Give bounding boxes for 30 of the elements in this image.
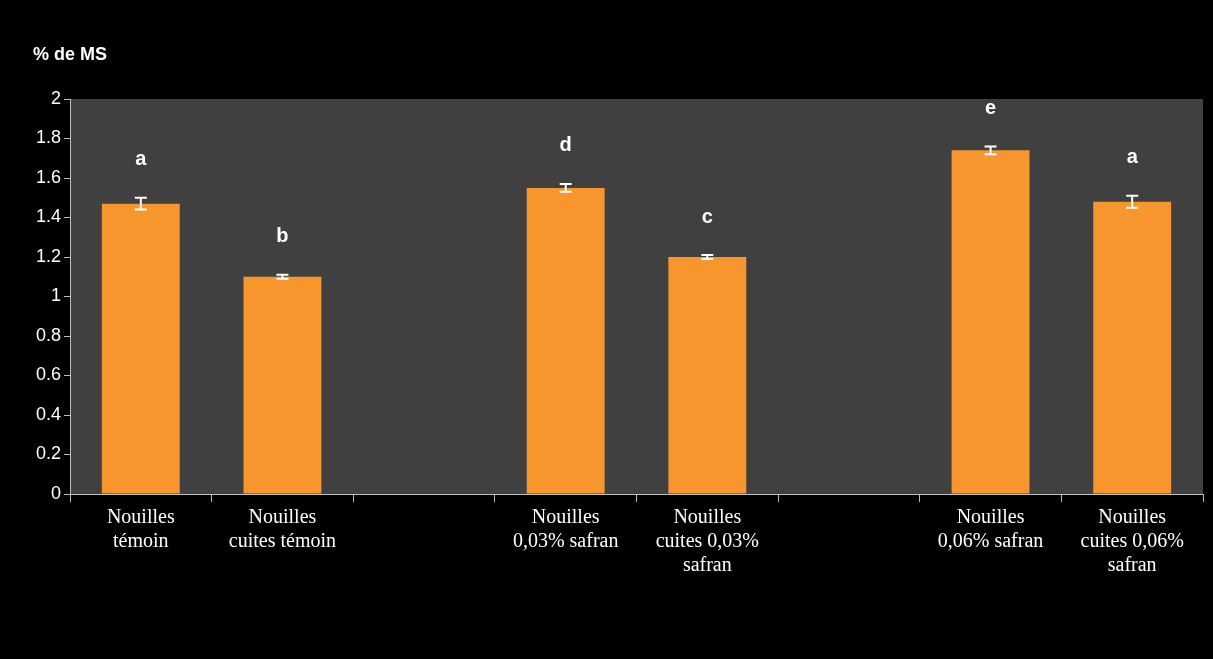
y-tick-label: 0.2: [35, 443, 61, 464]
y-tick-label: 1.6: [35, 166, 61, 187]
annotation: a: [1126, 145, 1139, 168]
y-tick-label: 1.4: [35, 206, 61, 227]
annotation: a: [135, 147, 148, 170]
x-tick-label: Nouilles cuites 0,06% safran: [1080, 505, 1184, 576]
bar: [1093, 201, 1172, 494]
y-tick-label: 1: [50, 285, 61, 306]
y-tick-label: 0.8: [35, 324, 61, 345]
x-tick-label: Nouilles 0,03% safran: [512, 505, 619, 552]
bar: [668, 257, 747, 494]
y-tick-label: 0.6: [35, 364, 61, 385]
x-tick-label: Nouilles 0,06% safran: [937, 505, 1044, 552]
annotation: b: [276, 224, 289, 247]
annotation: e: [985, 95, 997, 118]
y-axis-title: % de MS: [33, 43, 108, 64]
x-tick-label: Nouilles témoin: [106, 505, 175, 552]
x-tick-label: Nouilles cuites témoin: [228, 505, 337, 552]
y-tick-label: 0.4: [35, 403, 61, 424]
x-tick-label: Nouilles cuites 0,03% safran: [655, 505, 759, 576]
bar: [101, 203, 180, 494]
bar: [526, 187, 605, 494]
annotation: d: [559, 133, 572, 156]
y-tick-label: 0: [50, 482, 61, 503]
y-tick-label: 2: [50, 87, 61, 108]
annotation: c: [701, 204, 713, 227]
bar: [951, 150, 1030, 494]
y-tick-label: 1.8: [35, 127, 61, 148]
y-tick-label: 1.2: [35, 245, 61, 266]
bar: [243, 276, 322, 494]
